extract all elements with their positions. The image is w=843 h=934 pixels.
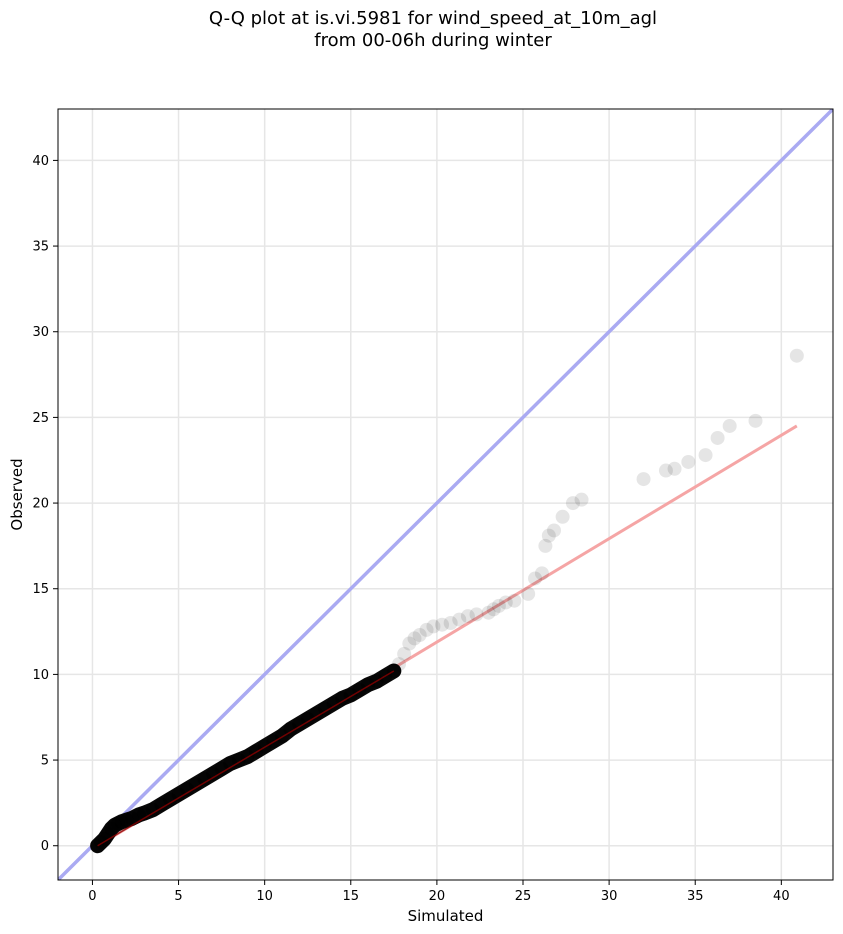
qq-point xyxy=(154,797,169,812)
qq-point xyxy=(636,472,651,487)
qq-point xyxy=(171,787,186,802)
y-tick-label: 10 xyxy=(32,668,49,683)
qq-point xyxy=(681,454,696,469)
x-tick-label: 15 xyxy=(343,889,360,904)
qq-point xyxy=(789,348,804,363)
qq-point xyxy=(541,528,556,543)
y-tick-label: 35 xyxy=(32,240,49,255)
qq-point xyxy=(469,607,484,622)
qq-point xyxy=(574,492,589,507)
qq-point xyxy=(111,816,126,831)
qq-point xyxy=(300,711,315,726)
y-tick-label: 25 xyxy=(32,411,49,426)
qq-point xyxy=(528,571,543,586)
qq-point xyxy=(180,782,195,797)
ticks: 0 5 10 15 20 25 30 35 40 0 5 10 15 20 25 30 35 40 xyxy=(32,154,789,904)
qq-point xyxy=(658,463,673,478)
qq-point xyxy=(426,619,441,634)
grid xyxy=(58,109,833,880)
qq-point xyxy=(667,461,682,476)
qq-point xyxy=(521,586,536,601)
x-tick-label: 30 xyxy=(601,889,618,904)
chart-title-line-2: from 00-06h during winter xyxy=(314,30,552,51)
y-tick-label: 40 xyxy=(32,154,49,169)
qq-point xyxy=(223,756,238,771)
x-tick-label: 20 xyxy=(429,889,446,904)
y-tick-label: 0 xyxy=(41,839,49,854)
chart-title: Q-Q plot at is.vi.5981 for wind_speed_at… xyxy=(0,8,843,52)
y-tick-label: 30 xyxy=(32,325,49,340)
x-tick-label: 40 xyxy=(773,889,790,904)
qq-point xyxy=(698,448,713,463)
qq-point xyxy=(107,818,122,833)
qq-point xyxy=(555,509,570,524)
qq-point xyxy=(435,617,450,632)
qq-point xyxy=(335,691,350,706)
qq-point xyxy=(309,706,324,721)
x-axis-label: Simulated xyxy=(408,907,484,925)
qq-point xyxy=(392,657,406,672)
qq-point xyxy=(460,609,475,624)
qq-point xyxy=(407,631,422,646)
x-tick-label: 35 xyxy=(687,889,704,904)
qq-point xyxy=(722,418,737,433)
dense-quantile-band xyxy=(90,663,402,854)
qq-point xyxy=(145,802,160,817)
qq-point xyxy=(397,646,412,661)
qq-point xyxy=(748,413,763,428)
qq-point xyxy=(131,807,146,822)
qq-point xyxy=(486,602,501,617)
qq-point xyxy=(317,701,332,716)
qq-point xyxy=(206,766,220,781)
qq-point xyxy=(326,696,341,711)
qq-point xyxy=(498,595,513,610)
y-axis-label: Observed xyxy=(8,458,26,530)
qq-point xyxy=(710,430,725,445)
y-tick-label: 5 xyxy=(41,754,49,769)
x-tick-label: 0 xyxy=(88,889,96,904)
qq-point xyxy=(481,605,496,620)
qq-point xyxy=(402,636,417,651)
x-tick-label: 25 xyxy=(515,889,532,904)
qq-point xyxy=(188,777,203,792)
qq-point xyxy=(538,538,553,553)
qq-point xyxy=(292,717,307,732)
qq-point xyxy=(214,761,229,776)
qq-point xyxy=(104,821,119,836)
chart-title-line-1: Q-Q plot at is.vi.5981 for wind_speed_at… xyxy=(208,8,658,29)
qq-point xyxy=(231,753,246,768)
qq-point xyxy=(507,593,522,608)
data-layer xyxy=(58,109,833,880)
fit-line-core xyxy=(97,670,395,847)
qq-point xyxy=(565,496,580,511)
qq-point xyxy=(162,792,177,807)
qq-point xyxy=(114,814,129,829)
qq-point xyxy=(119,813,134,828)
x-tick-label: 10 xyxy=(256,889,273,904)
identity-line xyxy=(58,109,833,880)
x-tick-label: 5 xyxy=(174,889,182,904)
y-tick-label: 15 xyxy=(32,582,49,597)
plot-frame xyxy=(57,108,834,881)
qq-point xyxy=(419,622,434,637)
qq-point xyxy=(412,627,427,642)
qq-point xyxy=(452,612,467,627)
qq-point xyxy=(283,722,298,737)
qq-point xyxy=(491,598,506,613)
qq-point xyxy=(534,566,549,581)
qq-point xyxy=(94,835,109,850)
y-tick-label: 20 xyxy=(32,497,49,512)
qq-point xyxy=(125,811,140,826)
qq-point xyxy=(443,616,458,630)
qq-point xyxy=(97,831,112,846)
qq-point xyxy=(197,771,212,786)
qq-point xyxy=(547,523,561,538)
